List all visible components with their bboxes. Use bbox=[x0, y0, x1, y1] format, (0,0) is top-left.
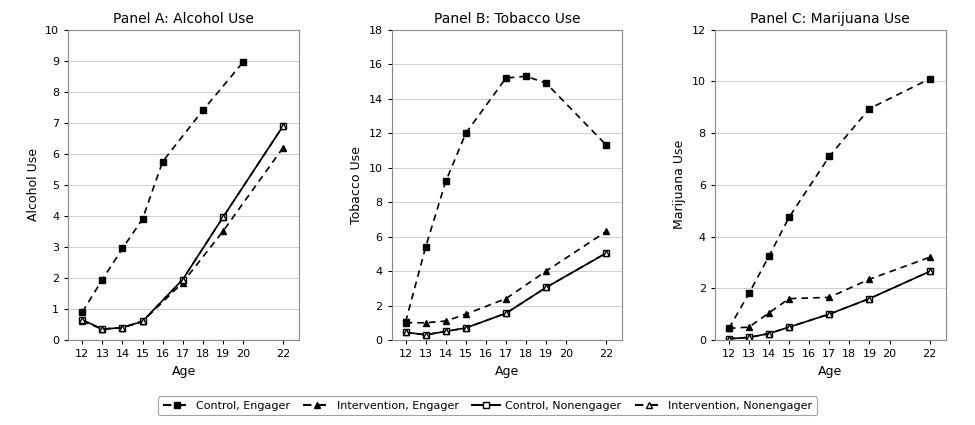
X-axis label: Age: Age bbox=[172, 365, 196, 377]
Title: Panel B: Tobacco Use: Panel B: Tobacco Use bbox=[434, 12, 580, 26]
Legend: Control, Engager, Intervention, Engager, Control, Nonengager, Intervention, None: Control, Engager, Intervention, Engager,… bbox=[158, 396, 817, 415]
X-axis label: Age: Age bbox=[495, 365, 519, 377]
X-axis label: Age: Age bbox=[818, 365, 842, 377]
Title: Panel C: Marijuana Use: Panel C: Marijuana Use bbox=[751, 12, 911, 26]
Y-axis label: Marijuana Use: Marijuana Use bbox=[673, 140, 686, 230]
Y-axis label: Tobacco Use: Tobacco Use bbox=[350, 146, 363, 224]
Title: Panel A: Alcohol Use: Panel A: Alcohol Use bbox=[113, 12, 254, 26]
Y-axis label: Alcohol Use: Alcohol Use bbox=[26, 148, 40, 221]
